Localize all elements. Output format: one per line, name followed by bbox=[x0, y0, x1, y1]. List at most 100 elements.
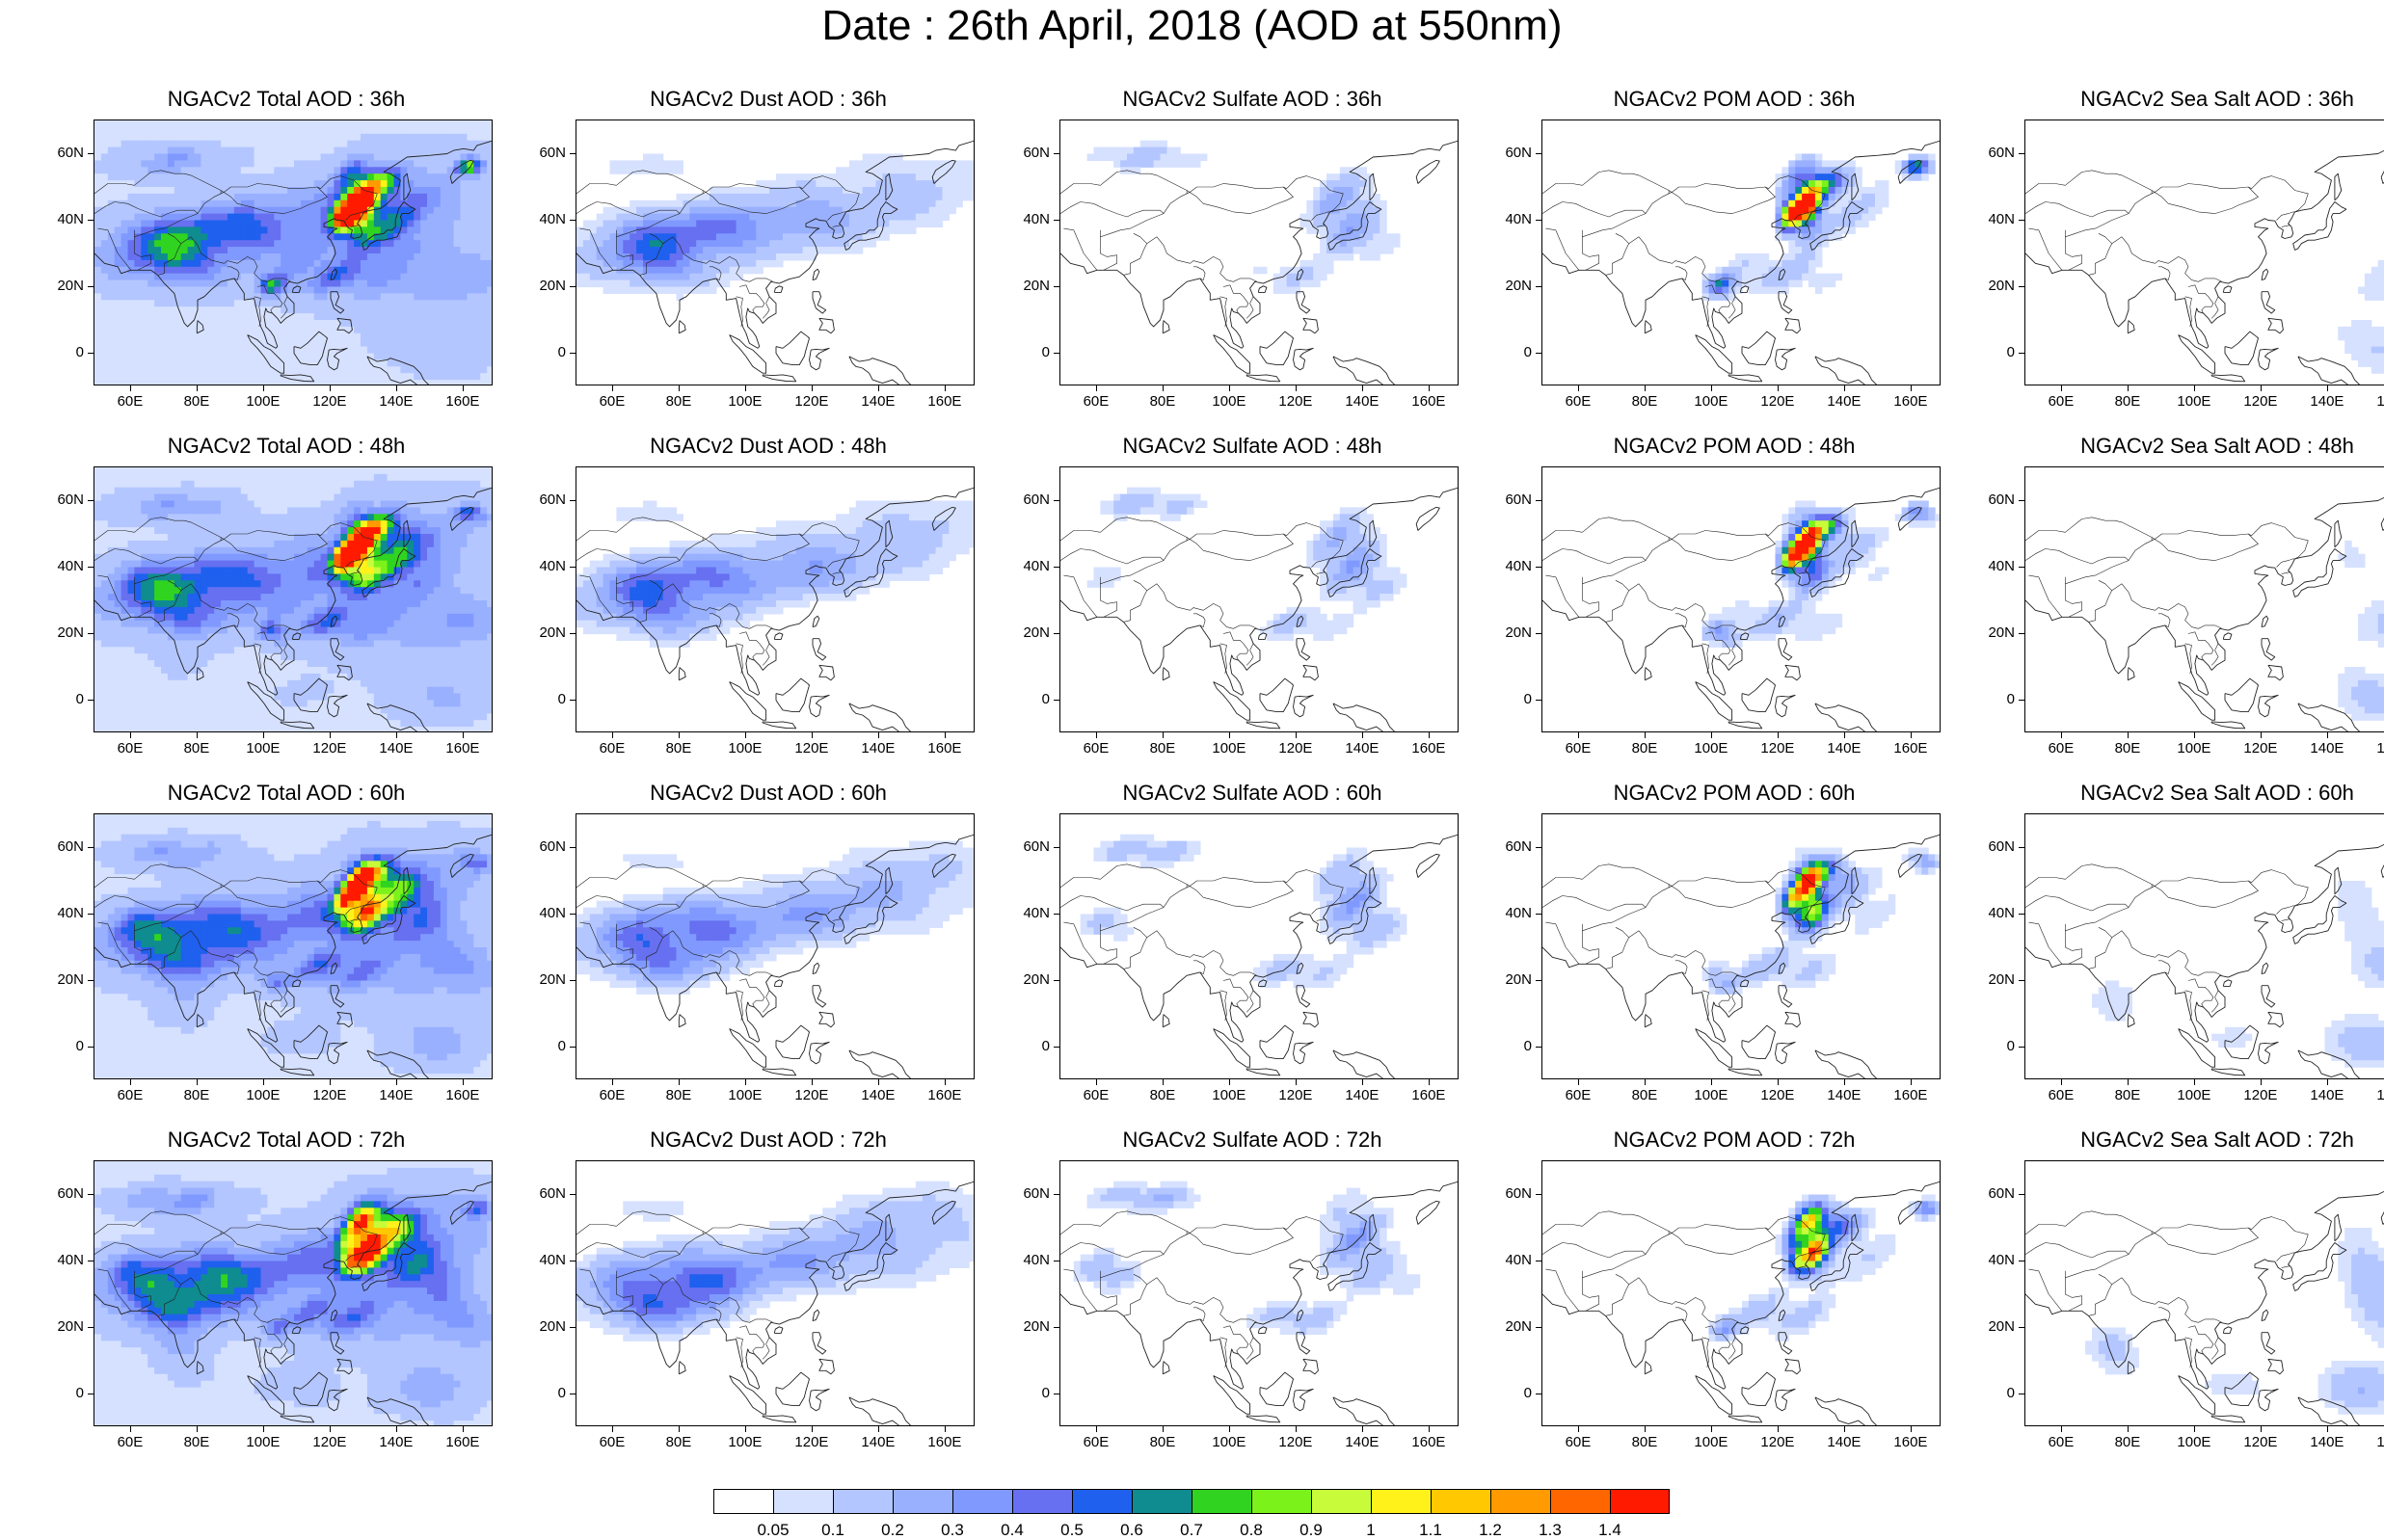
coastline bbox=[730, 682, 766, 721]
lon-tick-label: 160E bbox=[1887, 1434, 1935, 1450]
lon-tick-label: 100E bbox=[2170, 1087, 2218, 1103]
lon-tick bbox=[878, 1079, 879, 1085]
lat-tick-label: 0 bbox=[1497, 691, 1532, 707]
lon-tick bbox=[612, 1079, 613, 1085]
lat-tick bbox=[570, 153, 576, 154]
lon-tick-label: 160E bbox=[2370, 393, 2384, 410]
country-border bbox=[2112, 584, 2222, 629]
lat-tick-label: 40N bbox=[49, 1252, 84, 1268]
lon-tick bbox=[1911, 1426, 1912, 1432]
coastline bbox=[2262, 269, 2268, 279]
coastline bbox=[1645, 1015, 1651, 1027]
lat-tick-label: 60N bbox=[531, 838, 566, 855]
lon-tick-label: 100E bbox=[721, 393, 769, 410]
lat-tick bbox=[570, 500, 576, 501]
lon-tick-label: 160E bbox=[1405, 393, 1453, 410]
aod-field-cells bbox=[1709, 1195, 1942, 1341]
aod-field-cells bbox=[1702, 501, 1941, 648]
lon-tick bbox=[1296, 1079, 1297, 1085]
lat-tick bbox=[1536, 700, 1541, 701]
lat-tick-label: 20N bbox=[1497, 624, 1532, 641]
lat-tick bbox=[570, 633, 576, 634]
lat-tick-label: 0 bbox=[49, 691, 84, 707]
lat-tick bbox=[88, 633, 94, 634]
map-plot-area bbox=[94, 119, 493, 385]
lat-tick bbox=[1054, 286, 1059, 287]
lon-tick-label: 120E bbox=[1272, 393, 1320, 410]
coastline bbox=[679, 1015, 685, 1027]
lat-tick-label: 0 bbox=[49, 1038, 84, 1054]
colorbar-swatch bbox=[1251, 1489, 1311, 1514]
lon-tick-label: 100E bbox=[1205, 1434, 1253, 1450]
coastline bbox=[1779, 986, 1792, 1007]
coastline bbox=[2259, 1389, 2279, 1411]
coastline bbox=[1163, 321, 1169, 333]
lon-tick bbox=[945, 385, 946, 391]
lon-tick-label: 120E bbox=[306, 1434, 354, 1450]
lon-tick-label: 160E bbox=[1405, 740, 1453, 757]
lon-tick bbox=[2327, 1426, 2328, 1432]
map-plot-area bbox=[576, 119, 975, 385]
colorbar-swatch bbox=[1550, 1489, 1610, 1514]
lon-tick bbox=[463, 732, 464, 738]
lon-tick-label: 120E bbox=[306, 393, 354, 410]
coastline bbox=[2262, 292, 2275, 313]
coastline bbox=[2298, 357, 2362, 385]
lat-tick bbox=[570, 847, 576, 848]
lat-tick-label: 40N bbox=[531, 558, 566, 574]
lon-tick bbox=[396, 1079, 397, 1085]
colorbar-label: 0.9 bbox=[1287, 1521, 1335, 1540]
coastline bbox=[819, 1012, 835, 1027]
coastline bbox=[1776, 695, 1796, 717]
map-plot-area bbox=[94, 466, 493, 732]
coastline bbox=[2268, 1359, 2284, 1374]
lon-tick bbox=[130, 1426, 131, 1432]
lon-tick bbox=[1163, 732, 1164, 738]
lat-tick bbox=[1536, 633, 1541, 634]
country-border bbox=[1187, 534, 1293, 561]
lon-tick-label: 120E bbox=[1272, 1434, 1320, 1450]
country-border bbox=[1147, 237, 1257, 281]
coastline bbox=[763, 1069, 796, 1075]
lon-tick-label: 80E bbox=[1138, 740, 1187, 757]
coastline bbox=[1742, 1372, 1776, 1406]
lon-tick-label: 60E bbox=[588, 740, 636, 757]
colorbar-label: 0.05 bbox=[749, 1521, 797, 1540]
country-border bbox=[2188, 1326, 2213, 1354]
country-border bbox=[2152, 881, 2258, 908]
lon-tick-label: 120E bbox=[2237, 1087, 2285, 1103]
lat-tick-label: 20N bbox=[1980, 278, 2015, 294]
lon-tick bbox=[1911, 732, 1912, 738]
lat-tick-label: 0 bbox=[1497, 1038, 1532, 1054]
coastline bbox=[1294, 348, 1314, 370]
lon-tick-label: 60E bbox=[106, 1434, 154, 1450]
coastline bbox=[679, 668, 685, 680]
lat-tick bbox=[570, 567, 576, 568]
lon-tick bbox=[1429, 385, 1430, 391]
lat-tick bbox=[570, 220, 576, 221]
lat-tick-label: 40N bbox=[1980, 558, 2015, 574]
lon-tick bbox=[2261, 1426, 2262, 1432]
lat-tick bbox=[1054, 220, 1059, 221]
lat-tick bbox=[2019, 153, 2024, 154]
country-border bbox=[2028, 575, 2062, 617]
coastline bbox=[1696, 335, 1732, 374]
coastline bbox=[1297, 986, 1310, 1007]
lon-tick bbox=[263, 1079, 264, 1085]
panel-title: NGACv2 Sea Salt AOD : 48h bbox=[2018, 434, 2384, 459]
lat-tick bbox=[2019, 500, 2024, 501]
country-border bbox=[2211, 991, 2218, 1013]
lon-tick bbox=[1645, 1079, 1646, 1085]
lon-tick bbox=[330, 385, 331, 391]
lat-tick-label: 40N bbox=[49, 211, 84, 227]
lon-tick bbox=[1645, 1426, 1646, 1432]
coastline bbox=[2268, 1012, 2284, 1027]
lon-tick bbox=[1163, 1426, 1164, 1432]
lon-tick bbox=[745, 732, 746, 738]
coastline bbox=[763, 722, 796, 729]
map-plot-area bbox=[1541, 813, 1941, 1079]
country-border bbox=[763, 991, 769, 1013]
